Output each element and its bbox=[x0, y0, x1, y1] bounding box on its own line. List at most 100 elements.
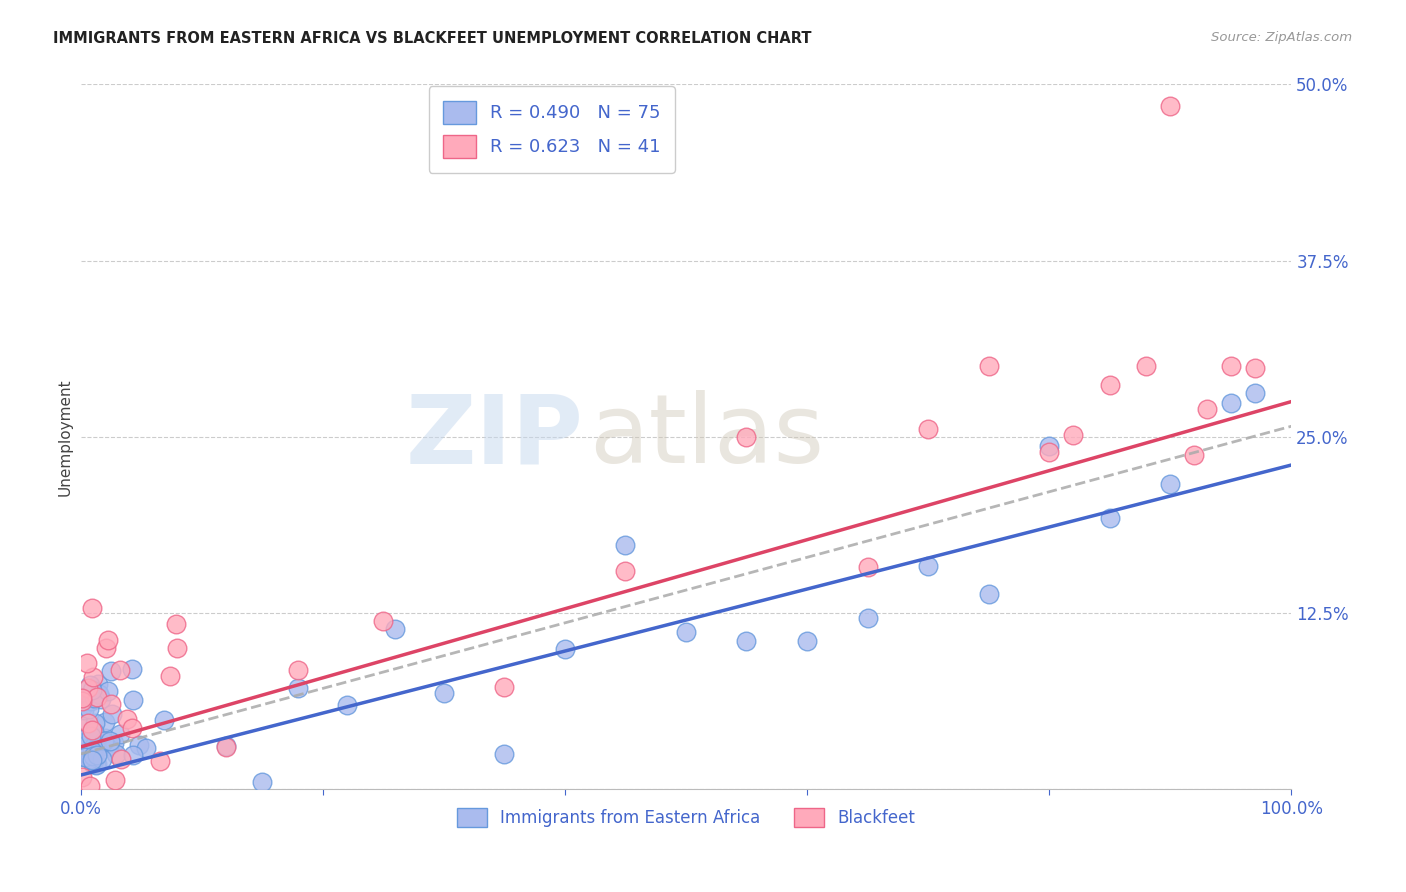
Point bbox=[82, 683, 104, 698]
Point bbox=[98, 734, 121, 748]
Point bbox=[94, 731, 117, 746]
Point bbox=[149, 754, 172, 768]
Point bbox=[97, 632, 120, 647]
Point bbox=[70, 770, 93, 784]
Point bbox=[75, 745, 97, 759]
Point bbox=[76, 681, 98, 695]
Point bbox=[70, 694, 93, 708]
Point bbox=[336, 698, 359, 712]
Point bbox=[108, 726, 131, 740]
Point bbox=[70, 750, 93, 764]
Point bbox=[433, 686, 456, 700]
Point bbox=[80, 600, 103, 615]
Point bbox=[80, 739, 103, 753]
Point bbox=[86, 741, 108, 756]
Point bbox=[97, 739, 120, 753]
Point bbox=[166, 640, 188, 655]
Point bbox=[735, 634, 758, 648]
Point bbox=[84, 715, 107, 730]
Point bbox=[494, 747, 516, 761]
Point bbox=[1159, 476, 1181, 491]
Point bbox=[83, 754, 105, 768]
Point bbox=[82, 743, 104, 757]
Text: IMMIGRANTS FROM EASTERN AFRICA VS BLACKFEET UNEMPLOYMENT CORRELATION CHART: IMMIGRANTS FROM EASTERN AFRICA VS BLACKF… bbox=[53, 31, 811, 46]
Point bbox=[121, 661, 143, 675]
Point bbox=[554, 642, 576, 657]
Point bbox=[494, 680, 516, 694]
Point bbox=[1244, 386, 1267, 401]
Point bbox=[110, 664, 132, 678]
Point bbox=[152, 713, 174, 727]
Point bbox=[287, 681, 309, 695]
Point bbox=[82, 757, 104, 772]
Point bbox=[91, 752, 114, 766]
Point bbox=[110, 752, 132, 766]
Point bbox=[373, 614, 395, 628]
Point bbox=[165, 616, 187, 631]
Point bbox=[121, 722, 143, 736]
Point bbox=[83, 737, 105, 751]
Text: ZIP: ZIP bbox=[405, 391, 583, 483]
Point bbox=[70, 693, 93, 707]
Point bbox=[675, 624, 697, 639]
Point bbox=[1219, 395, 1241, 409]
Point bbox=[977, 587, 1000, 601]
Point bbox=[977, 359, 1000, 374]
Point bbox=[115, 712, 138, 726]
Point bbox=[89, 691, 111, 706]
Point bbox=[1038, 445, 1060, 459]
Point bbox=[100, 665, 122, 679]
Point bbox=[614, 564, 637, 578]
Point bbox=[1219, 359, 1241, 374]
Point bbox=[1184, 448, 1206, 462]
Point bbox=[82, 753, 104, 767]
Point bbox=[101, 706, 124, 721]
Point bbox=[83, 690, 105, 705]
Point bbox=[84, 757, 107, 772]
Point bbox=[735, 430, 758, 444]
Point bbox=[250, 775, 273, 789]
Point bbox=[70, 691, 93, 706]
Point bbox=[121, 748, 143, 763]
Point bbox=[73, 749, 96, 764]
Point bbox=[1195, 401, 1218, 416]
Point bbox=[84, 734, 107, 748]
Point bbox=[614, 538, 637, 552]
Point bbox=[215, 739, 238, 754]
Point bbox=[76, 657, 98, 671]
Point bbox=[215, 739, 238, 753]
Point bbox=[79, 729, 101, 743]
Point bbox=[856, 611, 879, 625]
Point bbox=[87, 688, 110, 702]
Point bbox=[1244, 360, 1267, 375]
Point bbox=[79, 752, 101, 766]
Point bbox=[79, 694, 101, 708]
Point bbox=[76, 719, 98, 733]
Point bbox=[82, 723, 104, 738]
Point bbox=[128, 738, 150, 752]
Point bbox=[1159, 98, 1181, 112]
Point bbox=[100, 698, 122, 712]
Point bbox=[93, 714, 115, 729]
Point bbox=[1038, 439, 1060, 453]
Point bbox=[97, 684, 120, 698]
Point bbox=[77, 701, 100, 715]
Point bbox=[79, 780, 101, 794]
Point bbox=[94, 640, 117, 655]
Point bbox=[72, 703, 94, 717]
Point bbox=[103, 736, 125, 750]
Point bbox=[917, 558, 939, 573]
Point bbox=[1062, 427, 1084, 442]
Legend: Immigrants from Eastern Africa, Blackfeet: Immigrants from Eastern Africa, Blackfee… bbox=[450, 801, 922, 834]
Point bbox=[83, 725, 105, 739]
Point bbox=[83, 741, 105, 756]
Point bbox=[79, 677, 101, 691]
Point bbox=[77, 715, 100, 730]
Point bbox=[1098, 511, 1121, 525]
Point bbox=[82, 749, 104, 764]
Point bbox=[82, 670, 104, 684]
Point bbox=[122, 692, 145, 706]
Point bbox=[917, 422, 939, 436]
Point bbox=[86, 690, 108, 705]
Point bbox=[77, 750, 100, 764]
